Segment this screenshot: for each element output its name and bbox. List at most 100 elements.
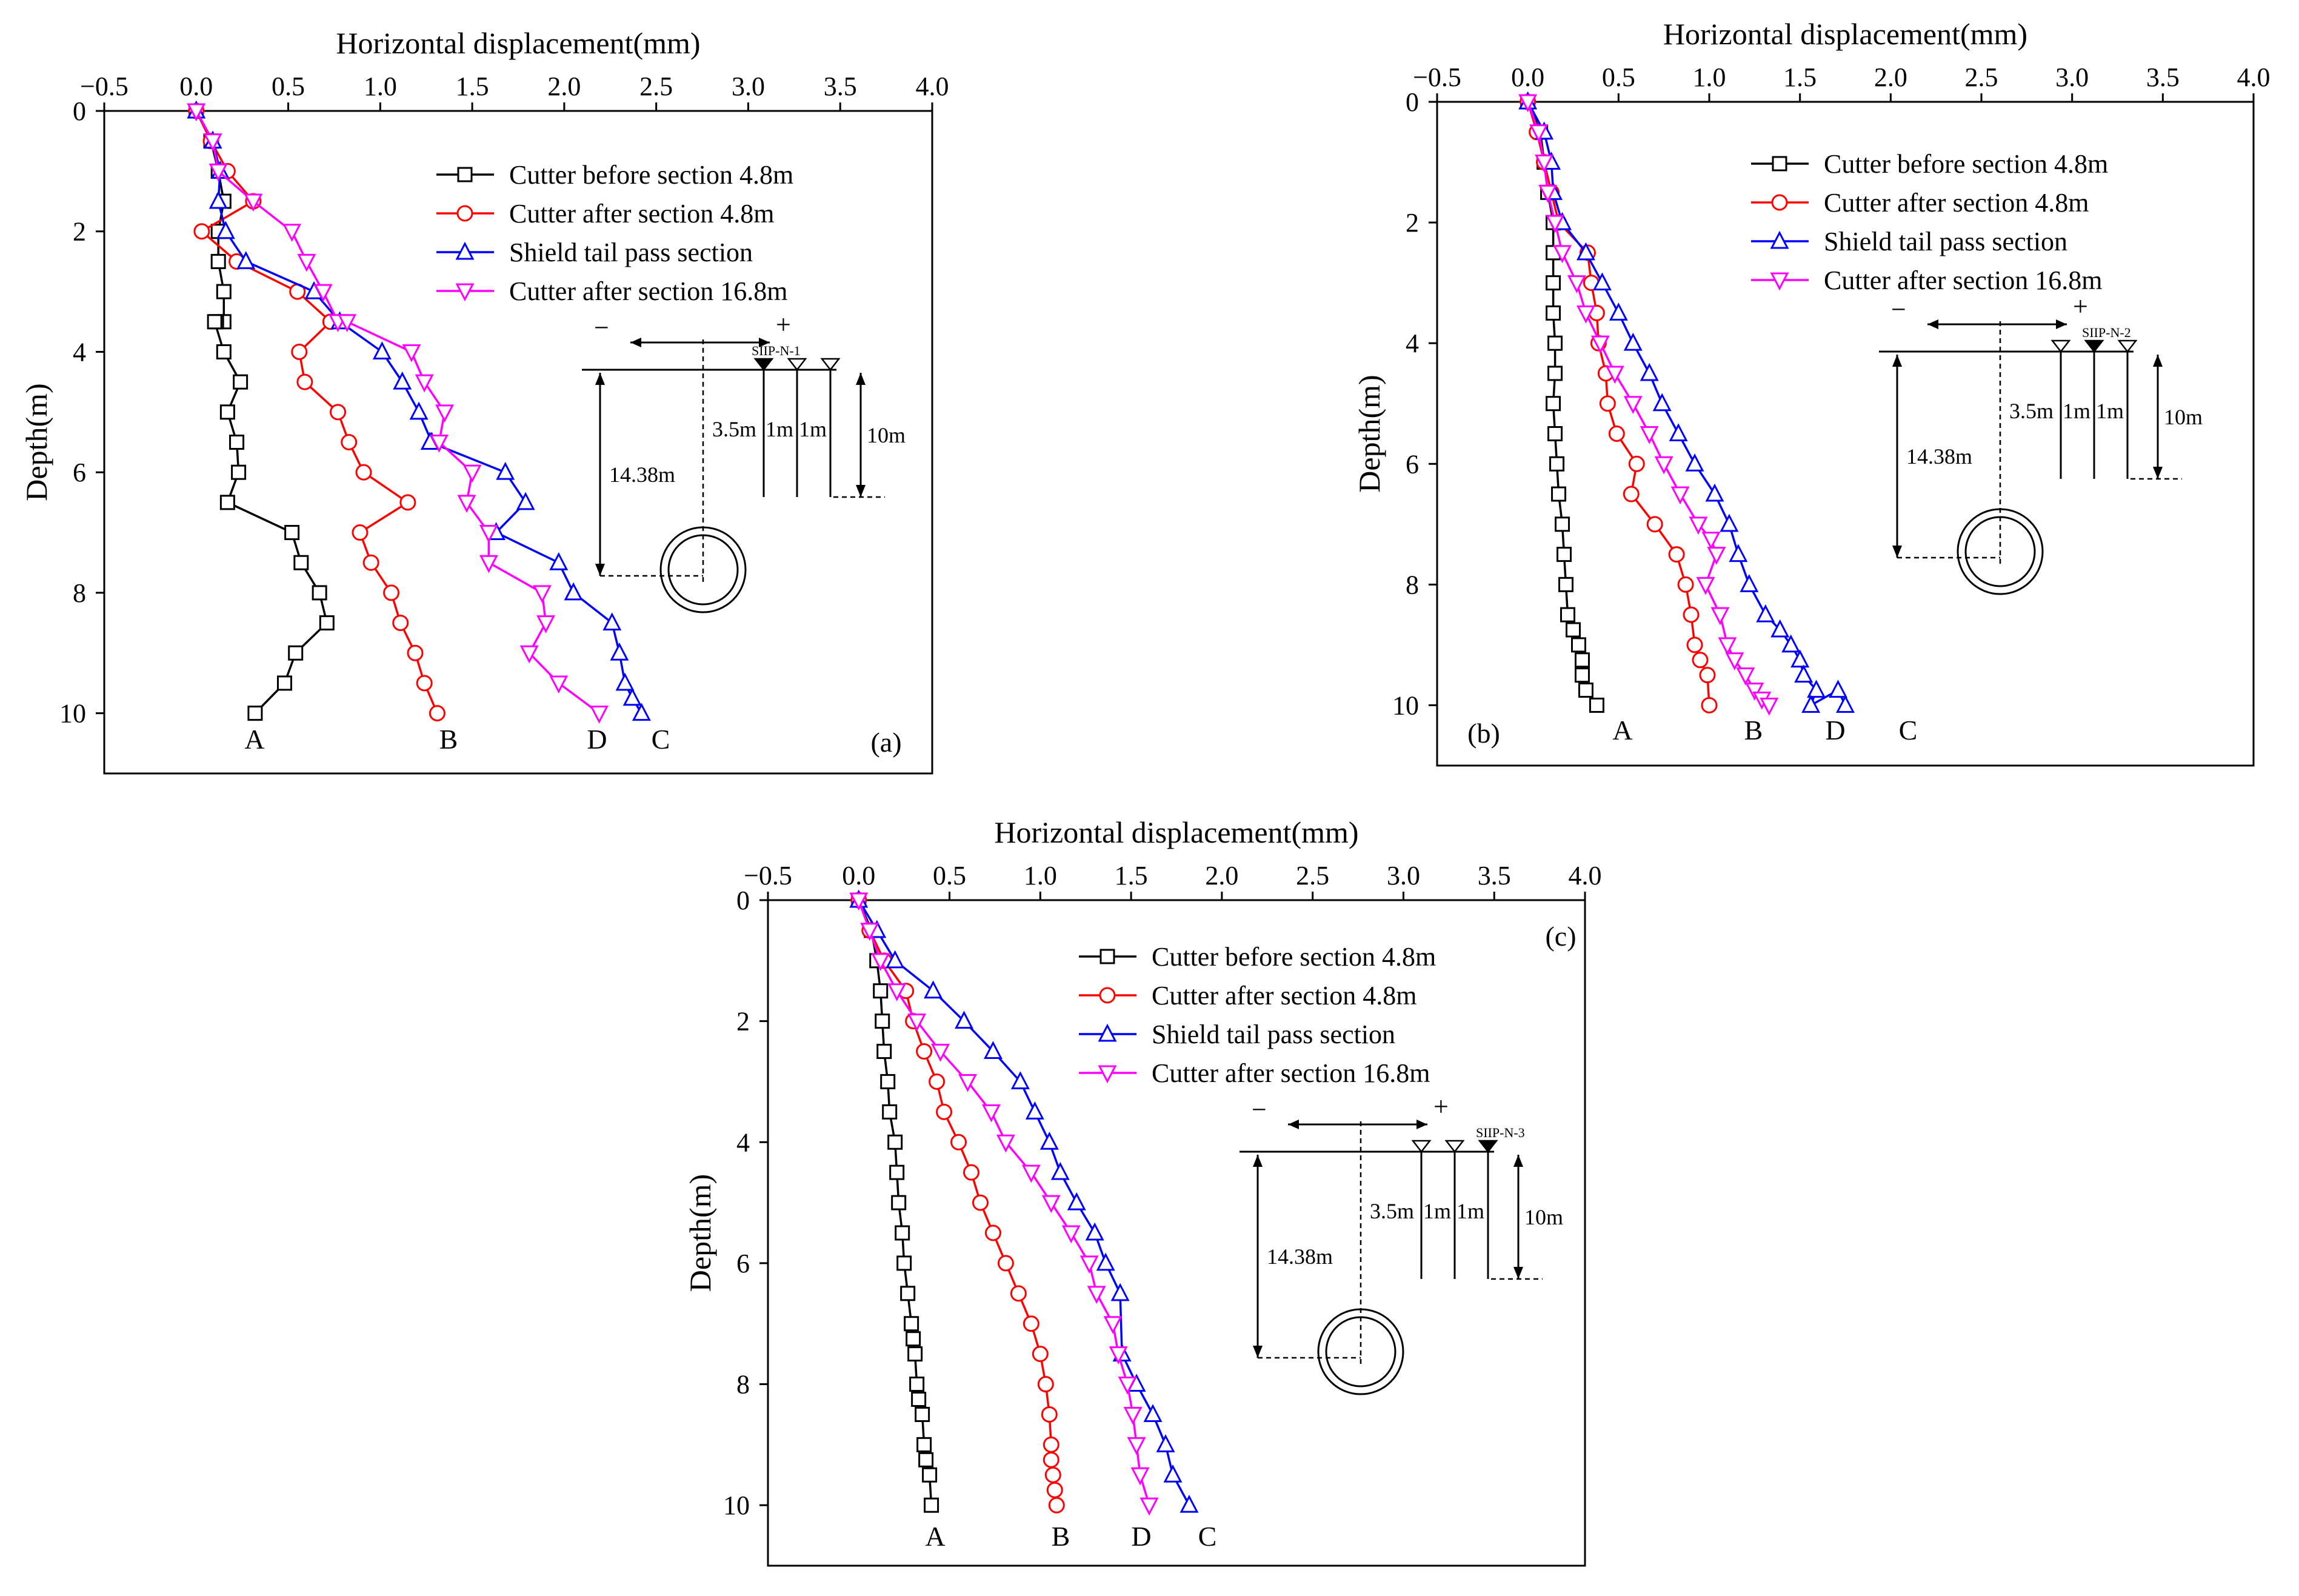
- data-point-B: [1677, 576, 1694, 593]
- data-point-C: [1781, 634, 1801, 653]
- pipe-depth-arrow-head: [2153, 355, 2163, 367]
- series-D: [1518, 94, 1779, 716]
- data-point-A: [1546, 305, 1561, 321]
- data-point-C: [1156, 1434, 1175, 1452]
- data-point-A: [880, 1073, 896, 1089]
- data-point-C: [1050, 1161, 1070, 1180]
- legend-marker-B: [456, 205, 473, 222]
- data-point-B: [1046, 1481, 1063, 1498]
- offset-arrow-left-head: [630, 338, 641, 347]
- data-point-D: [1590, 335, 1610, 354]
- tunnel-depth-arrow-head: [1253, 1346, 1263, 1358]
- tunnel-inner-ring: [1964, 516, 2036, 587]
- x-tick-label: 3.5: [2146, 62, 2180, 92]
- x-tick-label: 2.5: [639, 72, 673, 101]
- data-point-B: [1608, 426, 1625, 442]
- data-point-D: [1670, 486, 1690, 505]
- data-point-C: [1623, 332, 1643, 351]
- legend-marker-B: [1771, 194, 1788, 211]
- data-point-B: [1701, 696, 1718, 713]
- data-point-A: [1557, 547, 1572, 563]
- x-tick-label: 2.5: [1965, 62, 1998, 92]
- x-tick-label: 1.5: [1115, 861, 1148, 890]
- legend-entry: Cutter before section 4.8m: [1152, 942, 1436, 972]
- tunnel-schematic: − + SIIP-N-2 3.5m 1m 1m 10m 14.38m: [1879, 292, 2203, 595]
- data-point-B: [1048, 1497, 1065, 1514]
- plot-frame: [767, 899, 1586, 1567]
- data-point-D: [1061, 1225, 1081, 1244]
- x-tick-label: 1.0: [1024, 861, 1057, 890]
- y-tick-label: 6: [736, 1249, 750, 1278]
- panel-label: (b): [1467, 718, 1500, 749]
- data-point-B: [193, 223, 210, 240]
- pipe-depth-label: 10m: [2164, 405, 2203, 429]
- series-A: [1520, 94, 1604, 713]
- data-point-C: [1720, 513, 1739, 532]
- gap-dim-label: 1m: [2063, 399, 2090, 423]
- data-point-D: [1109, 1346, 1128, 1364]
- legend: Cutter before section 4.8m Cutter after s…: [436, 160, 793, 306]
- data-point-D: [1567, 275, 1586, 293]
- y-tick-label: 6: [1406, 449, 1419, 479]
- data-point-D: [532, 585, 552, 604]
- legend-entry: Cutter after section 16.8m: [509, 276, 787, 306]
- data-point-B: [1646, 516, 1663, 533]
- data-point-A: [219, 404, 235, 420]
- data-point-A: [1546, 396, 1561, 412]
- series-line-B: [858, 900, 1058, 1506]
- x-tick-label: 3.5: [824, 72, 857, 101]
- x-axis-title: Horizontal displacement(mm): [1663, 17, 2027, 51]
- data-point-B: [936, 1103, 953, 1120]
- data-point-C: [1652, 393, 1672, 412]
- pipe-depth-arrow-head: [2153, 467, 2163, 479]
- panel-b: −0.5 0.0 0.5 1.0 1.5 2.0 2.5 3.0 3.5 4.0 0 2 4 6 8 10 Ho…: [1352, 17, 2271, 767]
- x-tick-label: 2.5: [1296, 861, 1329, 890]
- plus-sign: +: [776, 310, 791, 339]
- data-point-C: [1770, 619, 1790, 638]
- data-point-D: [1640, 426, 1659, 444]
- data-point-B: [1037, 1376, 1054, 1393]
- plot-frame: [1436, 101, 2255, 767]
- data-point-D: [519, 645, 539, 664]
- series-A: [851, 892, 939, 1513]
- data-point-A: [216, 344, 232, 359]
- data-point-A: [210, 253, 226, 269]
- active-pipe-marker: [753, 358, 774, 372]
- tunnel-depth-arrow-head: [1892, 355, 1902, 367]
- data-point-B: [1041, 1406, 1058, 1423]
- curve-label-B: B: [1052, 1521, 1070, 1552]
- data-point-C: [1025, 1101, 1044, 1120]
- y-tick-label: 10: [59, 699, 86, 729]
- tunnel-depth-arrow-head: [595, 373, 605, 385]
- pipe-depth-label: 10m: [1524, 1205, 1563, 1229]
- data-point-C: [1794, 664, 1814, 683]
- data-point-A: [895, 1225, 910, 1241]
- legend-marker-A: [1099, 949, 1115, 964]
- data-point-B: [1043, 1451, 1059, 1468]
- legend-marker-A: [457, 167, 473, 182]
- data-point-C: [1085, 1222, 1104, 1241]
- data-point-B: [929, 1073, 946, 1090]
- legend-marker-D: [1098, 1065, 1117, 1084]
- data-point-D: [1139, 1497, 1159, 1516]
- data-point-A: [319, 615, 335, 631]
- legend-entry: Cutter before section 4.8m: [509, 160, 793, 190]
- data-point-A: [216, 284, 232, 299]
- data-point-A: [911, 1392, 927, 1407]
- data-point-C: [886, 950, 905, 969]
- pipe-marker: [1444, 1140, 1465, 1154]
- data-point-B: [997, 1255, 1014, 1272]
- pipe-depth-arrow-head: [1513, 1267, 1523, 1279]
- data-point-A: [1547, 366, 1563, 381]
- data-point-D: [1725, 652, 1744, 671]
- y-tick-label: 4: [73, 337, 86, 367]
- pipe-depth-arrow-head: [856, 485, 866, 497]
- curve-label-B: B: [1744, 715, 1763, 746]
- x-tick-label: 3.5: [1478, 861, 1511, 890]
- data-point-C: [393, 371, 412, 390]
- x-tick-label: −0.5: [80, 72, 128, 101]
- data-point-C: [1705, 483, 1724, 502]
- data-point-A: [1570, 637, 1586, 653]
- gap-dim-label: 1m: [799, 417, 827, 441]
- series-D: [187, 103, 609, 724]
